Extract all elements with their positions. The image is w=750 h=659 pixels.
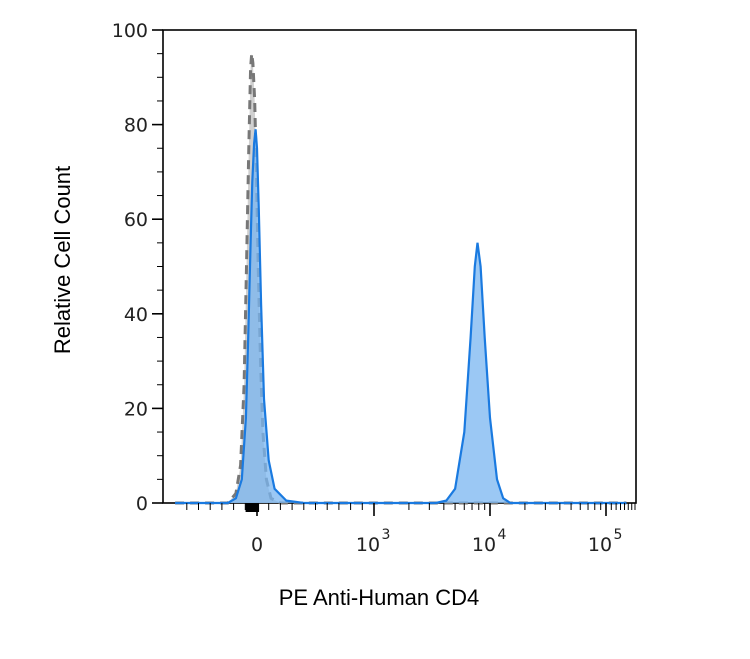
series-1-line [175, 53, 627, 505]
x-tick-label: 10 [588, 534, 612, 556]
x-tick-label: 10 [472, 534, 496, 556]
series-2-line [175, 129, 627, 505]
x-axis-title: PE Anti-Human CD4 [279, 585, 480, 610]
y-tick-label: 0 [136, 493, 148, 515]
y-tick-label: 20 [124, 398, 148, 420]
y-axis-title: Relative Cell Count [50, 166, 75, 354]
series-layer [175, 53, 627, 505]
x-tick-exponent: 3 [382, 527, 391, 543]
y-tick-label: 40 [124, 304, 148, 326]
y-tick-label: 100 [112, 20, 148, 42]
y-tick-label: 80 [124, 115, 148, 137]
plot-frame [162, 29, 637, 504]
x-tick-exponent: 5 [614, 527, 623, 543]
plot-area [162, 29, 637, 504]
x-tick-label: 0 [251, 534, 263, 556]
x-tick-exponent: 4 [498, 527, 507, 543]
y-tick-label: 60 [124, 209, 148, 231]
x-tick-label: 10 [356, 534, 380, 556]
